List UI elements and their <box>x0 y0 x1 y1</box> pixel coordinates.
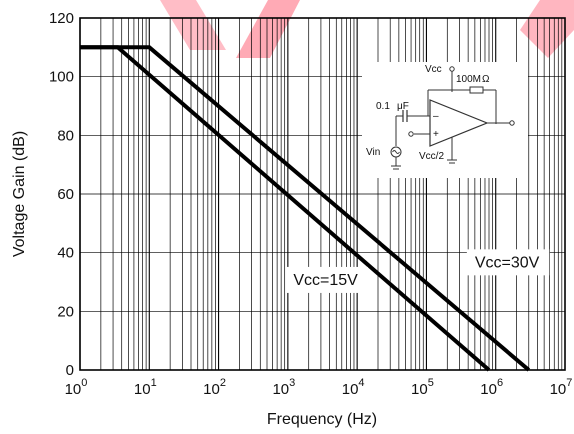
inset-label-vin: Vin <box>366 147 380 158</box>
x-tick-exponent: 1 <box>151 377 157 389</box>
x-tick-exponent: 0 <box>81 377 87 389</box>
y-tick-labels: 0 20 40 60 80 100 120 <box>49 10 74 379</box>
y-tick-label: 20 <box>57 303 74 320</box>
x-tick-base: 10 <box>272 381 289 398</box>
x-tick-label: 101 <box>134 377 157 398</box>
x-tick-base: 10 <box>342 381 359 398</box>
y-tick-label: 40 <box>57 245 74 262</box>
x-tick-exponent: 6 <box>497 377 503 389</box>
y-tick-label: 80 <box>57 127 74 144</box>
y-tick-label: 0 <box>66 362 74 379</box>
series-lines <box>80 45 531 372</box>
x-tick-labels: 100 101 102 103 104 105 106 107 <box>65 377 573 398</box>
series-line-vcc30 <box>80 45 531 372</box>
inset-label-plus: + <box>433 129 439 140</box>
watermark <box>160 0 574 58</box>
x-tick-exponent: 5 <box>428 377 434 389</box>
x-tick-base: 10 <box>65 381 82 398</box>
inset-label-vcc-half: Vcc/2 <box>419 151 444 162</box>
inset-label-100m: 100M <box>456 74 481 85</box>
annotation-background <box>466 249 550 276</box>
inset-circuit: Vcc 100M Ω – + 0.1 μF Vin Vcc/2 <box>362 62 528 178</box>
x-tick-label: 106 <box>480 377 503 398</box>
annotations: Vcc=15V Vcc=30V <box>285 249 550 293</box>
y-axis-label: Voltage Gain (dB) <box>11 131 28 257</box>
y-tick-label: 60 <box>57 186 74 203</box>
x-tick-base: 10 <box>480 381 497 398</box>
x-tick-label: 102 <box>203 377 226 398</box>
plot-frame <box>79 17 566 371</box>
x-tick-label: 105 <box>411 377 434 398</box>
x-tick-label: 107 <box>550 377 573 398</box>
annotation-label-vcc30: Vcc=30V <box>475 254 540 271</box>
x-tick-base: 10 <box>134 381 151 398</box>
x-tick-label: 100 <box>65 377 88 398</box>
x-tick-exponent: 2 <box>220 377 226 389</box>
x-axis-label: Frequency (Hz) <box>267 411 377 428</box>
y-tick-label: 100 <box>49 69 74 86</box>
x-tick-exponent: 7 <box>566 377 572 389</box>
annotation-label-vcc15: Vcc=15V <box>293 272 358 289</box>
x-tick-base: 10 <box>203 381 220 398</box>
x-tick-exponent: 3 <box>289 377 295 389</box>
grid <box>79 17 565 371</box>
y-tick-label: 120 <box>49 10 74 27</box>
annotation-background <box>285 266 368 293</box>
x-tick-base: 10 <box>550 381 567 398</box>
inset-label-cap-value: 0.1 <box>376 101 390 112</box>
inset-label-minus: – <box>433 111 439 122</box>
x-tick-label: 104 <box>342 377 365 398</box>
inset-label-cap-unit: μF <box>397 101 409 112</box>
inset-label-ohm: Ω <box>482 74 490 85</box>
x-tick-label: 103 <box>272 377 295 398</box>
x-tick-base: 10 <box>411 381 428 398</box>
x-tick-exponent: 4 <box>358 377 364 389</box>
inset-label-vcc: Vcc <box>425 64 442 75</box>
